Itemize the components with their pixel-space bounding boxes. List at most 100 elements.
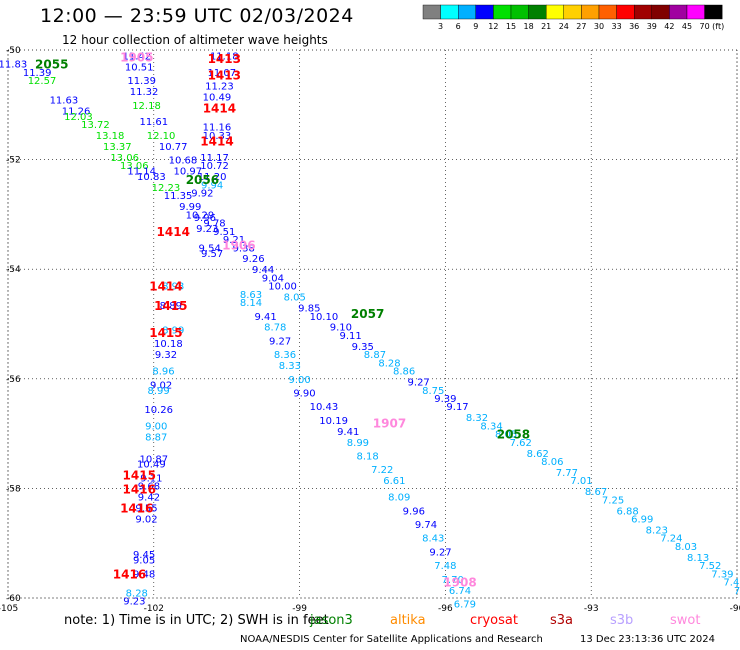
pass-number-label: 1416	[123, 482, 156, 496]
swh-value-label: 9.57	[201, 249, 223, 260]
x-tick-label: -102	[144, 604, 164, 614]
pass-number-label: 1413	[208, 69, 241, 83]
swh-value-label: 8.96	[152, 367, 174, 378]
legend-tick-label: 70	[700, 22, 710, 31]
swh-value-label: 11.61	[139, 117, 168, 128]
legend-tick-label: 42	[664, 22, 674, 31]
swh-value-label: 8.09	[388, 493, 410, 504]
chart-subtitle: 12 hour collection of altimeter wave hei…	[62, 33, 328, 47]
legend-swatch	[528, 4, 547, 20]
pass-number-label: 1416	[113, 567, 146, 581]
x-tick-label: -105	[0, 604, 18, 614]
swh-value-label: 9.54	[199, 243, 221, 254]
legend-tick-label: 3	[438, 22, 443, 31]
swh-value-label: 8.99	[347, 438, 369, 449]
swh-value-label: 9.41	[254, 312, 276, 323]
swh-value-label: 8.18	[357, 452, 379, 463]
swh-value-label: 8.23	[646, 526, 668, 537]
swh-value-label: 8.36	[274, 350, 296, 361]
pass-number-label: 1414	[157, 225, 190, 239]
y-tick-label: -54	[6, 265, 21, 275]
swh-value-label: 12.10	[147, 131, 176, 142]
swh-value-label: 9.90	[293, 389, 315, 400]
legend-tick-label: 21	[541, 22, 551, 31]
swh-value-label: 9.05	[133, 556, 155, 567]
pass-number-label: 2056	[186, 173, 219, 187]
swh-value-label: 10.83	[137, 172, 166, 183]
swh-value-label: 11.14	[127, 167, 156, 178]
legend-swatch	[616, 4, 635, 20]
legend-swatch	[510, 4, 529, 20]
swh-value-label: 6.74	[449, 586, 471, 597]
swh-value-label: 8.67	[585, 487, 607, 498]
swh-value-label: 8.06	[541, 457, 563, 468]
swh-value-label: 8.03	[675, 542, 697, 553]
swh-value-label: 8.99	[162, 325, 184, 336]
swh-value-label: 9.10	[330, 323, 352, 334]
swh-value-label: 9.85	[298, 304, 320, 315]
swh-value-label: 9.00	[145, 421, 167, 432]
swh-value-label: 9.21	[223, 235, 245, 246]
swh-value-label: 8.33	[279, 361, 301, 372]
swh-value-label: 12.03	[64, 112, 93, 123]
swh-value-label: 7.41	[723, 578, 740, 589]
pass-number-label: 1416	[120, 502, 153, 516]
satellite-name-altika: altika	[390, 613, 426, 628]
swh-value-label: 9.68	[138, 482, 160, 493]
pass-number-label: 1415	[149, 326, 182, 340]
swh-value-label: 9.23	[196, 224, 218, 235]
legend-tick-label: 15	[506, 22, 516, 31]
swh-value-label: 8.32	[466, 413, 488, 424]
swh-value-label: 10.97	[173, 167, 202, 178]
pass-number-label: 1414	[200, 134, 233, 148]
plot-axes: -105 -102 -99 -96 -93 -90 -50 -52 -54 -56 -58 -60	[0, 46, 740, 614]
swh-value-label: 9.41	[337, 427, 359, 438]
swh-value-label: 8.28	[126, 589, 148, 600]
swh-value-label: 9.11	[140, 473, 162, 484]
swh-value-label: 9.45	[133, 550, 155, 561]
x-tick-label: -93	[584, 604, 599, 614]
swh-value-label: 8.89	[160, 301, 182, 312]
swh-value-label: 6.61	[383, 476, 405, 487]
footnote: note: 1) Time is in UTC; 2) SWH is in fe…	[64, 613, 329, 628]
swh-value-label: 9.17	[446, 402, 468, 413]
swh-value-label: 6.99	[631, 515, 653, 526]
legend-swatch	[669, 4, 688, 20]
x-tick-label: -99	[292, 604, 307, 614]
y-tick-label: -50	[6, 46, 21, 56]
legend-swatch	[598, 4, 617, 20]
pass-number-label: 1908	[443, 576, 476, 590]
swh-value-label: 7.52	[699, 561, 721, 572]
plot-frame	[7, 49, 738, 599]
swh-value-label: 11.63	[50, 95, 79, 106]
satellite-name-jason3: jason3	[310, 613, 353, 628]
y-tick-label: -52	[6, 156, 21, 166]
swh-value-label: 8.86	[393, 367, 415, 378]
swh-value-label: 12.23	[152, 183, 181, 194]
legend-tick-label: 36	[629, 22, 639, 31]
swh-value-label: 7.24	[660, 534, 682, 545]
swh-value-label: 8.34	[480, 421, 502, 432]
legend-tick-label: 39	[647, 22, 657, 31]
swh-value-label: 11.20	[198, 172, 227, 183]
swh-value-label: 10.33	[203, 131, 232, 142]
swh-value-label: 8.75	[422, 386, 444, 397]
swh-value-label: 11.16	[203, 123, 232, 134]
swh-value-label: 10.10	[310, 312, 339, 323]
satellite-name-swot: swot	[670, 613, 701, 628]
swh-value-label: 7.22	[371, 465, 393, 476]
pass-number-label: 1907	[373, 417, 406, 431]
swh-value-label: 8.28	[378, 358, 400, 369]
swh-value-label: 9.35	[352, 342, 374, 353]
swh-value-label: 10.49	[203, 93, 232, 104]
swh-value-label: 9.94	[201, 180, 223, 191]
swh-value-label: 11.39	[127, 76, 156, 87]
legend-swatch	[493, 4, 512, 20]
swh-value-label: 10.29	[186, 210, 215, 221]
swh-value-label: 9.02	[150, 380, 172, 391]
pass-number-label: 2058	[497, 428, 530, 442]
legend-tick-label: (ft)	[712, 22, 724, 31]
legend-swatch	[704, 4, 723, 20]
legend-swatch	[634, 4, 653, 20]
y-tick-label: -58	[6, 484, 21, 494]
